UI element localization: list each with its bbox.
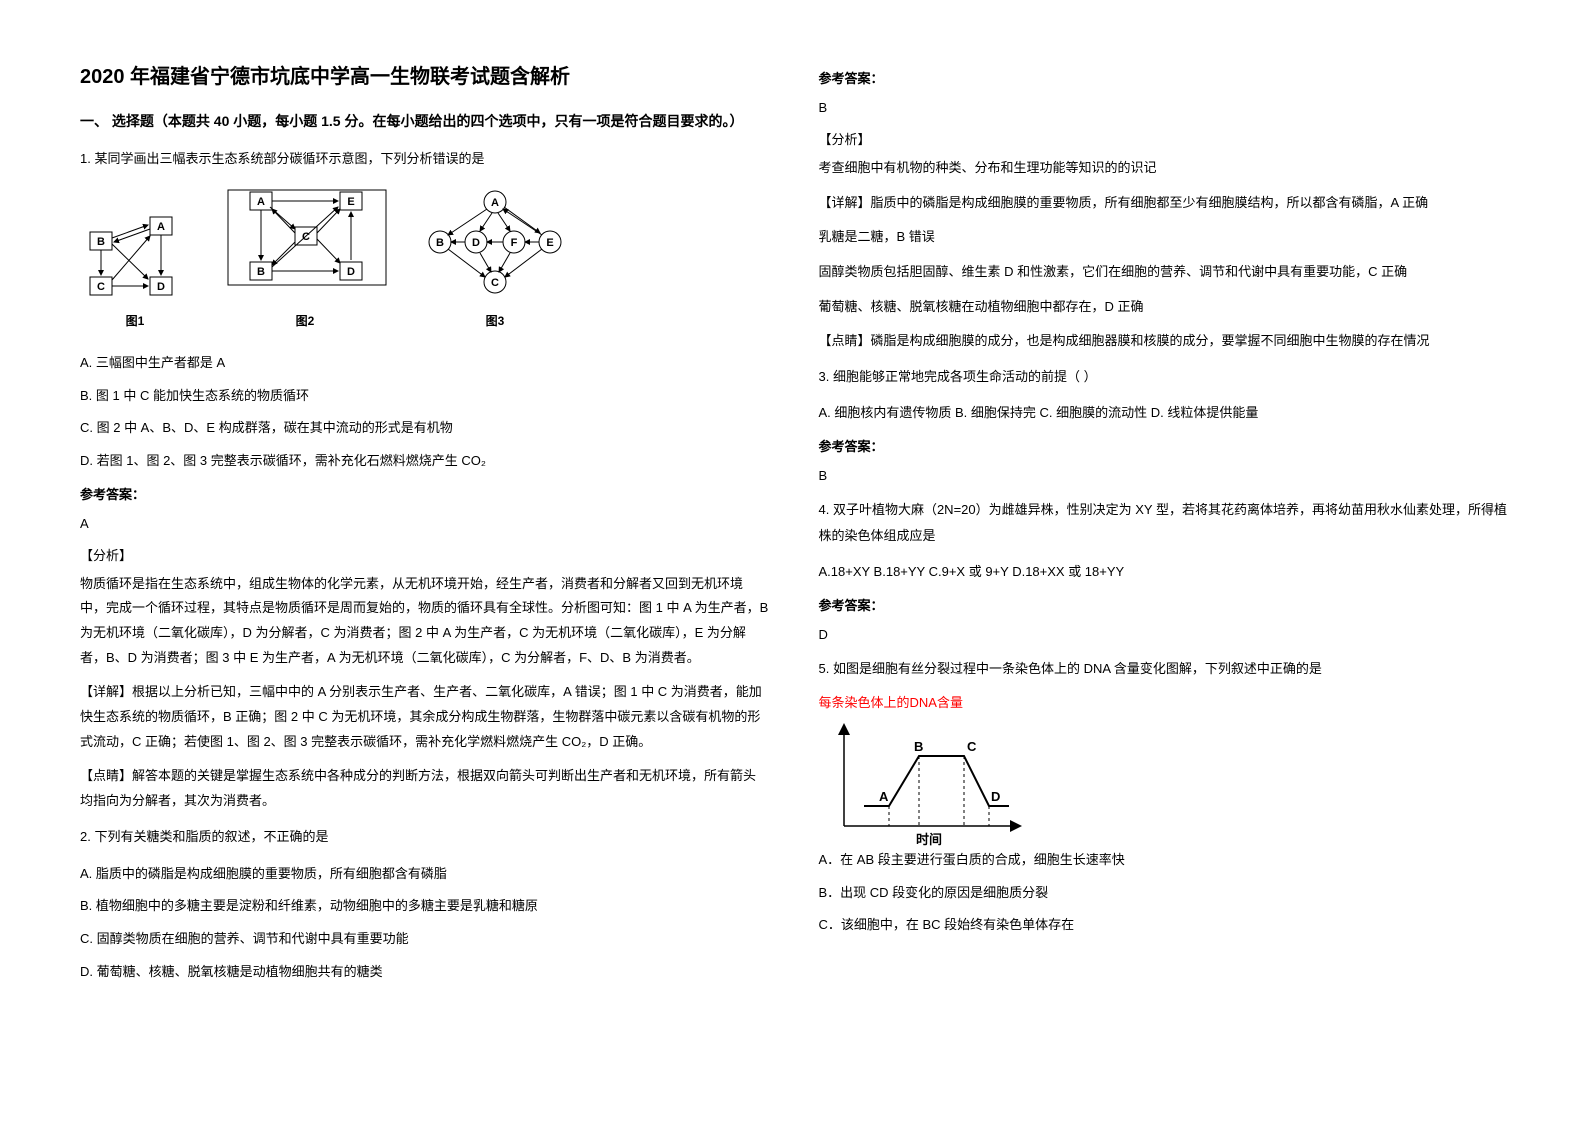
fig1-svg: A B C D [80, 212, 190, 307]
q1-optD: D. 若图 1、图 2、图 3 完整表示碳循环，需补充化石燃料燃烧产生 CO₂ [80, 447, 769, 476]
q2-analysis-label: 【分析】 [819, 129, 1508, 148]
svg-text:C: C [491, 277, 499, 289]
fig3-svg: A B D F E C [420, 187, 570, 307]
q5-stem: 5. 如图是细胞有丝分裂过程中一条染色体上的 DNA 含量变化图解，下列叙述中正… [819, 656, 1508, 682]
fig1-box: A B C D 图1 [80, 212, 190, 329]
q1-analysis2: 【详解】根据以上分析已知，三幅中中的 A 分别表示生产者、生产者、二氧化碳库，A… [80, 680, 769, 754]
svg-text:B: B [436, 237, 444, 249]
q1-analysis-label: 【分析】 [80, 545, 769, 564]
q2-stem: 2. 下列有关糖类和脂质的叙述，不正确的是 [80, 824, 769, 850]
fig2-box: A E C B D [220, 187, 390, 329]
svg-text:E: E [347, 196, 354, 208]
q2-analysis4: 固醇类物质包括胆固醇、维生素 D 和性激素，它们在细胞的营养、调节和代谢中具有重… [819, 260, 1508, 285]
q2-optB: B. 植物细胞中的多糖主要是淀粉和纤维素，动物细胞中的多糖主要是乳糖和糖原 [80, 892, 769, 921]
q2-analysis6: 【点睛】磷脂是构成细胞膜的成分，也是构成细胞器膜和核膜的成分，要掌握不同细胞中生… [819, 329, 1508, 354]
svg-text:A: A [157, 221, 165, 233]
q2-answer: B [819, 95, 1508, 121]
q2-analysis5: 葡萄糖、核糖、脱氧核糖在动植物细胞中都存在，D 正确 [819, 295, 1508, 320]
q1-optC: C. 图 2 中 A、B、D、E 构成群落，碳在其中流动的形式是有机物 [80, 414, 769, 443]
q1-analysis3: 【点睛】解答本题的关键是掌握生态系统中各种成分的判断方法，根据双向箭头可判断出生… [80, 764, 769, 813]
q1-optA: A. 三幅图中生产者都是 A [80, 349, 769, 378]
svg-text:E: E [546, 237, 553, 249]
q2-analysis1: 考查细胞中有机物的种类、分布和生理功能等知识的的识记 [819, 156, 1508, 181]
q5-ylabel: 每条染色体上的DNA含量 [819, 692, 1508, 711]
svg-text:A: A [257, 196, 265, 208]
q2-analysis3: 乳糖是二糖，B 错误 [819, 225, 1508, 250]
q5-optB: B．出现 CD 段变化的原因是细胞质分裂 [819, 879, 1508, 908]
q3-answer: B [819, 463, 1508, 489]
fig2-svg: A E C B D [220, 187, 390, 307]
svg-text:D: D [347, 266, 355, 278]
svg-text:D: D [472, 237, 480, 249]
svg-text:D: D [157, 281, 165, 293]
chart-label-B: B [914, 739, 923, 754]
right-column: 参考答案： B 【分析】 考查细胞中有机物的种类、分布和生理功能等知识的的识记 … [819, 60, 1508, 990]
chart-label-C: C [967, 739, 977, 754]
q1-stem: 1. 某同学画出三幅表示生态系统部分碳循环示意图，下列分析错误的是 [80, 146, 769, 172]
svg-text:B: B [257, 266, 265, 278]
svg-text:C: C [97, 281, 105, 293]
left-column: 2020 年福建省宁德市坑底中学高一生物联考试题含解析 一、 选择题（本题共 4… [80, 60, 769, 990]
fig1-caption: 图1 [80, 312, 190, 329]
section-heading: 一、 选择题（本题共 40 小题，每小题 1.5 分。在每小题给出的四个选项中，… [80, 109, 769, 134]
q3-opts: A. 细胞核内有遗传物质 B. 细胞保持完 C. 细胞膜的流动性 D. 线粒体提… [819, 400, 1508, 426]
q5-optA: A．在 AB 段主要进行蛋白质的合成，细胞生长速率快 [819, 846, 1508, 875]
svg-text:C: C [302, 231, 310, 243]
q4-answer-label: 参考答案： [819, 595, 1508, 614]
q3-stem: 3. 细胞能够正常地完成各项生命活动的前提（ ） [819, 364, 1508, 390]
q2-analysis2: 【详解】脂质中的磷脂是构成细胞膜的重要物质，所有细胞都至少有细胞膜结构，所以都含… [819, 191, 1508, 216]
q1-optB: B. 图 1 中 C 能加快生态系统的物质循环 [80, 382, 769, 411]
q5-chart: A B C D 时间 [819, 716, 1039, 846]
fig2-caption: 图2 [220, 312, 390, 329]
q4-stem: 4. 双子叶植物大麻（2N=20）为雌雄异株，性别决定为 XY 型，若将其花药离… [819, 497, 1508, 549]
chart-label-A: A [879, 789, 889, 804]
fig3-box: A B D F E C [420, 187, 570, 329]
chart-label-D: D [991, 789, 1000, 804]
q5-optC: C．该细胞中，在 BC 段始终有染色单体存在 [819, 911, 1508, 940]
q2-optA: A. 脂质中的磷脂是构成细胞膜的重要物质，所有细胞都含有磷脂 [80, 860, 769, 889]
q1-answer-label: 参考答案： [80, 484, 769, 503]
q4-answer: D [819, 622, 1508, 648]
q2-optC: C. 固醇类物质在细胞的营养、调节和代谢中具有重要功能 [80, 925, 769, 954]
page-title: 2020 年福建省宁德市坑底中学高一生物联考试题含解析 [80, 60, 769, 89]
svg-text:A: A [491, 197, 499, 209]
chart-xlabel: 时间 [915, 832, 941, 846]
q4-opts: A.18+XY B.18+YY C.9+X 或 9+Y D.18+XX 或 18… [819, 559, 1508, 585]
q2-answer-label: 参考答案： [819, 68, 1508, 87]
q1-answer: A [80, 511, 769, 537]
q2-optD: D. 葡萄糖、核糖、脱氧核糖是动植物细胞共有的糖类 [80, 958, 769, 987]
svg-text:B: B [97, 236, 105, 248]
fig3-caption: 图3 [420, 312, 570, 329]
q1-diagrams: A B C D 图1 [80, 187, 769, 329]
q1-analysis1: 物质循环是指在生态系统中，组成生物体的化学元素，从无机环境开始，经生产者，消费者… [80, 572, 769, 671]
q3-answer-label: 参考答案： [819, 436, 1508, 455]
svg-text:F: F [511, 237, 518, 249]
